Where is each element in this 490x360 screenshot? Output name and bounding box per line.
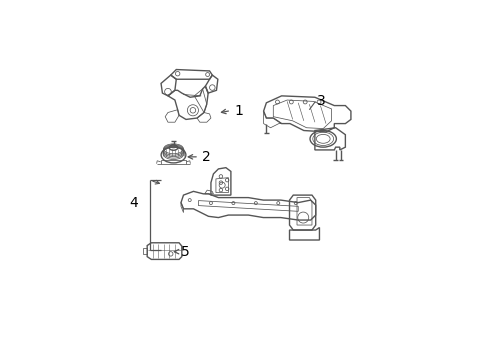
Text: 3: 3 (317, 94, 326, 108)
Text: 2: 2 (202, 150, 211, 164)
Bar (161, 160, 186, 164)
Text: 5: 5 (181, 245, 190, 258)
Text: 4: 4 (129, 195, 138, 210)
Text: 1: 1 (234, 104, 243, 118)
